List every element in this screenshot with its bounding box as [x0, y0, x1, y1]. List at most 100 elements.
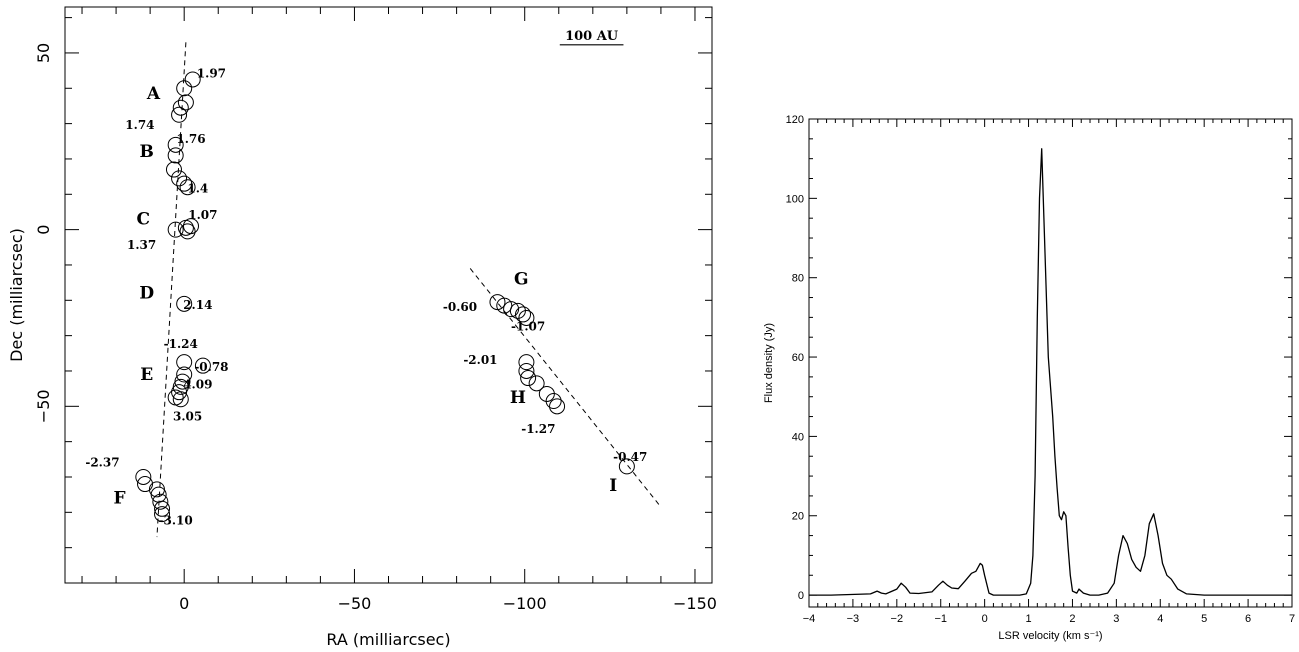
- x-tick-label: −2: [891, 613, 904, 625]
- fit-line: [156, 42, 187, 538]
- y-axis-label: Dec (milliarcsec): [7, 228, 26, 362]
- velocity-annotation: -0.78: [194, 360, 228, 374]
- maser-spot: [194, 357, 211, 374]
- maser-spot: [179, 223, 196, 240]
- y-tick-label: 50: [34, 43, 53, 63]
- velocity-annotation: 1.74: [125, 118, 154, 132]
- velocity-annotation: 3.05: [173, 409, 202, 423]
- velocity-annotation: -0.47: [613, 450, 647, 464]
- x-tick-label: 5: [1201, 613, 1207, 625]
- group-label: I: [609, 476, 617, 496]
- velocity-annotation: 1.76: [176, 132, 205, 146]
- spectrum-line: [809, 148, 1292, 596]
- y-tick-label: 0: [798, 590, 804, 602]
- x-tick-label: 0: [179, 594, 189, 613]
- maser-spot: [528, 375, 545, 392]
- x-tick-label: 6: [1245, 613, 1251, 625]
- x-axis-label: RA (milliarcsec): [326, 630, 450, 649]
- maser-spot: [171, 170, 188, 187]
- maser-spot: [172, 99, 189, 116]
- y-tick-label: 0: [34, 225, 53, 235]
- maser-spot: [179, 179, 196, 196]
- maser-spot: [549, 398, 566, 415]
- maser-spot: [177, 94, 194, 111]
- maser-spot: [167, 147, 184, 164]
- group-label: B: [140, 142, 154, 162]
- maser-spot: [172, 391, 189, 408]
- x-tick-label: −4: [803, 613, 816, 625]
- y-tick-label: 60: [792, 352, 804, 364]
- maser-spot: [618, 458, 635, 475]
- maser-spot: [518, 309, 535, 326]
- plot-frame: [808, 118, 1293, 608]
- maser-spot: [503, 301, 520, 318]
- velocity-annotation: -2.37: [85, 455, 119, 469]
- y-tick-label: 100: [786, 193, 804, 205]
- maser-spot: [167, 221, 184, 238]
- x-tick-label: −50: [338, 594, 372, 613]
- maser-spot: [137, 476, 154, 493]
- x-tick-label: 4: [1157, 613, 1163, 625]
- plot-frame: [64, 6, 713, 584]
- group-label: E: [140, 365, 153, 385]
- velocity-annotation: 1.97: [197, 67, 226, 81]
- maser-spot: [520, 370, 537, 387]
- maser-spot: [152, 493, 169, 510]
- velocity-annotation: 2.14: [183, 298, 212, 312]
- maser-spot: [171, 106, 188, 123]
- maser-spot: [518, 354, 535, 371]
- x-axis-label: LSR velocity (km s⁻¹): [998, 630, 1102, 642]
- maser-spot: [182, 218, 199, 235]
- chart-spectrum: −4 −3 −2 −1 0 1 2 3 4 5 6 7 0 20 40 60 80 100 120 LSR veloc…: [763, 114, 1295, 642]
- x-tick-label: 2: [1069, 613, 1075, 625]
- group-label: C: [137, 209, 151, 229]
- x-tick-label: 1: [1025, 613, 1031, 625]
- maser-spot: [176, 80, 193, 97]
- velocity-annotation: -1.27: [521, 422, 555, 436]
- velocity-annotation: -1.24: [164, 337, 198, 351]
- x-tick-label: 3: [1113, 613, 1119, 625]
- maser-spot: [545, 393, 562, 410]
- maser-spot: [176, 175, 193, 192]
- group-label: A: [146, 84, 161, 104]
- scale-bar-label: 100 AU: [565, 29, 619, 44]
- group-label: F: [113, 488, 125, 508]
- maser-spot: [176, 354, 193, 371]
- maser-spot: [171, 384, 188, 401]
- group-label: G: [514, 269, 529, 289]
- x-tick-label: −150: [673, 594, 717, 613]
- chart-maser-map: 0 −50 −100 −150 50 0 −50 RA (milliarcsec) Dec (m…: [7, 6, 717, 649]
- velocity-annotation: -1.07: [511, 319, 545, 333]
- y-tick-label: 20: [792, 511, 804, 523]
- group-label: D: [139, 284, 154, 304]
- velocity-annotation: -3.10: [159, 514, 193, 528]
- maser-spot: [184, 71, 201, 88]
- maser-spot: [154, 506, 171, 523]
- x-tick-label: −1: [934, 613, 947, 625]
- maser-spot: [135, 468, 152, 485]
- y-axis-label: Flux density (Jy): [763, 323, 775, 403]
- y-tick-label: 120: [786, 114, 804, 126]
- velocity-annotation: -2.01: [463, 353, 497, 367]
- maser-spot: [518, 362, 535, 379]
- velocity-annotation: -0.60: [443, 300, 477, 314]
- group-label: H: [510, 388, 526, 408]
- maser-spot: [165, 161, 182, 178]
- maser-spot: [176, 366, 193, 383]
- y-tick-label: −50: [34, 389, 53, 423]
- maser-spot: [154, 500, 171, 517]
- y-tick-label: 80: [792, 273, 804, 285]
- x-tick-label: −3: [847, 613, 860, 625]
- maser-spot: [515, 306, 532, 323]
- x-tick-label: −100: [503, 594, 547, 613]
- maser-spot: [167, 136, 184, 153]
- velocity-annotation: 4.09: [183, 378, 212, 392]
- x-tick-label: 7: [1289, 613, 1295, 625]
- maser-spot: [176, 295, 193, 312]
- y-tick-label: 40: [792, 431, 804, 443]
- velocity-annotation: 1.37: [127, 238, 156, 252]
- velocity-annotation: 1.4: [187, 182, 208, 196]
- x-tick-label: 0: [982, 613, 988, 625]
- velocity-annotation: 1.07: [188, 208, 217, 222]
